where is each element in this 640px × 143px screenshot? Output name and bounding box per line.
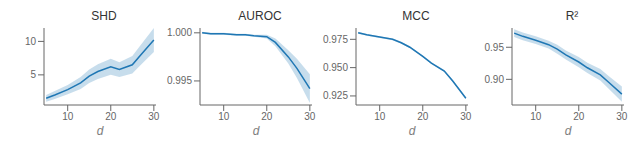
svg-text:20: 20: [417, 111, 429, 122]
html-text:SHD: SHD: [91, 9, 117, 23]
svg-text:20: 20: [261, 111, 273, 122]
svg-text:30: 30: [616, 111, 628, 122]
svg-text:d: d: [253, 124, 260, 135]
svg-text:10: 10: [25, 36, 37, 47]
html-text:R²: R²: [565, 9, 579, 23]
svg-text:10: 10: [374, 111, 386, 122]
svg-text:30: 30: [148, 111, 160, 122]
svg-text:0.950: 0.950: [323, 62, 348, 73]
svg-text:d: d: [97, 124, 104, 135]
svg-text:10: 10: [218, 111, 230, 122]
svg-text:0.95: 0.95: [485, 42, 505, 53]
svg-text:20: 20: [573, 111, 585, 122]
svg-text:0.975: 0.975: [323, 34, 348, 45]
svg-text:30: 30: [460, 111, 472, 122]
html-text:MCC: MCC: [402, 9, 430, 23]
svg-text:10: 10: [62, 111, 74, 122]
svg-text:d: d: [565, 124, 572, 135]
svg-text:0.925: 0.925: [323, 90, 348, 101]
svg-text:10: 10: [530, 111, 542, 122]
svg-text:5: 5: [30, 69, 36, 80]
svg-text:0.90: 0.90: [485, 74, 505, 85]
html-text:AUROC: AUROC: [238, 9, 282, 23]
svg-text:30: 30: [304, 111, 316, 122]
svg-text:0.995: 0.995: [167, 75, 192, 86]
svg-text:20: 20: [105, 111, 117, 122]
svg-text:d: d: [409, 124, 416, 135]
svg-text:1.000: 1.000: [167, 27, 192, 38]
